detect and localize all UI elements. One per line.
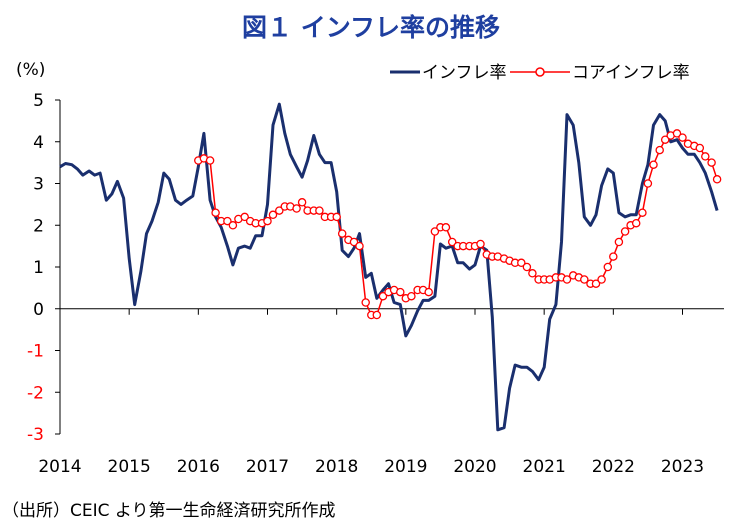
core-data-point xyxy=(643,179,653,188)
core-data-point xyxy=(649,160,658,169)
core-data-point xyxy=(372,310,382,320)
core-data-point xyxy=(695,143,705,153)
y-axis-unit-label: (%) xyxy=(16,60,46,80)
core-data-point xyxy=(517,258,526,268)
core-data-point xyxy=(275,206,284,215)
y-tick-label: 0 xyxy=(33,300,44,320)
y-tick-label: 3 xyxy=(33,175,44,195)
core-data-point xyxy=(528,269,537,278)
core-data-point xyxy=(337,229,347,238)
y-tick-label: 5 xyxy=(33,91,44,111)
legend-swatch-core-marker xyxy=(535,67,545,77)
y-tick-label: -3 xyxy=(27,425,44,445)
core-data-point xyxy=(396,287,405,297)
core-data-point xyxy=(712,175,722,184)
core-data-point xyxy=(580,275,589,284)
core-data-point xyxy=(614,237,624,247)
core-data-point xyxy=(407,291,416,301)
core-data-point xyxy=(591,279,601,288)
core-data-point xyxy=(655,145,664,155)
x-tick-label: 2014 xyxy=(38,457,81,477)
inflation-line-chart: インフレ率 コアインフレ率 5 4 3 2 1 0 -1 -2 -3 2014 2015 2016 20… xyxy=(27,63,724,477)
core-data-point xyxy=(223,216,232,226)
core-data-point xyxy=(228,221,238,230)
core-data-point xyxy=(240,212,249,222)
legend: インフレ率 コアインフレ率 xyxy=(390,63,690,83)
core-data-point xyxy=(660,135,670,144)
series-line-headline xyxy=(59,102,719,432)
core-data-point xyxy=(476,239,485,249)
core-data-point xyxy=(263,216,272,226)
legend-label-core: コアインフレ率 xyxy=(572,63,690,83)
core-data-point xyxy=(603,262,613,272)
core-data-point xyxy=(522,262,532,272)
core-data-point xyxy=(211,208,220,217)
core-data-point xyxy=(361,298,370,307)
core-data-point xyxy=(609,252,618,261)
y-tick-label: -1 xyxy=(27,342,44,362)
core-data-point xyxy=(701,152,710,161)
core-data-point xyxy=(447,237,457,247)
x-tick-label: 2021 xyxy=(523,457,566,477)
legend-label-headline: インフレ率 xyxy=(422,63,507,83)
core-data-point xyxy=(620,227,630,236)
y-tick-label: 4 xyxy=(33,133,44,153)
core-data-point xyxy=(424,287,433,297)
series xyxy=(59,102,722,432)
x-tick-label: 2018 xyxy=(315,457,358,477)
core-data-point xyxy=(355,241,364,251)
core-data-point xyxy=(597,275,606,284)
y-tick-label: -2 xyxy=(27,383,44,403)
axes: 5 4 3 2 1 0 -1 -2 -3 2014 2015 2016 2017 2018 2019 2020… xyxy=(27,91,724,477)
core-data-point xyxy=(441,223,451,232)
x-tick-label: 2023 xyxy=(661,457,704,477)
source-note: （出所）CEIC より第一生命経済研究所作成 xyxy=(2,501,336,521)
chart-title: 図１ インフレ率の推移 xyxy=(242,13,500,42)
core-data-point xyxy=(678,133,687,142)
x-tick-label: 2022 xyxy=(592,457,635,477)
x-tick-label: 2019 xyxy=(384,457,427,477)
x-tick-label: 2020 xyxy=(453,457,496,477)
x-tick-label: 2015 xyxy=(108,457,151,477)
y-tick-label: 1 xyxy=(33,258,44,278)
core-data-point xyxy=(707,158,716,167)
x-tick-label: 2017 xyxy=(246,457,289,477)
core-data-point xyxy=(672,129,682,138)
core-data-point xyxy=(430,227,440,236)
core-data-point xyxy=(562,275,572,284)
x-tick-label: 2016 xyxy=(177,457,220,477)
core-data-point xyxy=(205,156,215,165)
core-data-point xyxy=(638,208,647,217)
core-data-point xyxy=(349,237,359,247)
core-data-point xyxy=(631,218,641,228)
y-tick-label: 2 xyxy=(33,216,44,236)
core-data-point xyxy=(292,204,301,213)
core-data-point xyxy=(297,198,307,207)
core-data-point xyxy=(315,206,324,215)
core-data-point xyxy=(268,210,278,220)
core-data-point xyxy=(378,291,388,301)
core-data-point xyxy=(332,212,341,222)
